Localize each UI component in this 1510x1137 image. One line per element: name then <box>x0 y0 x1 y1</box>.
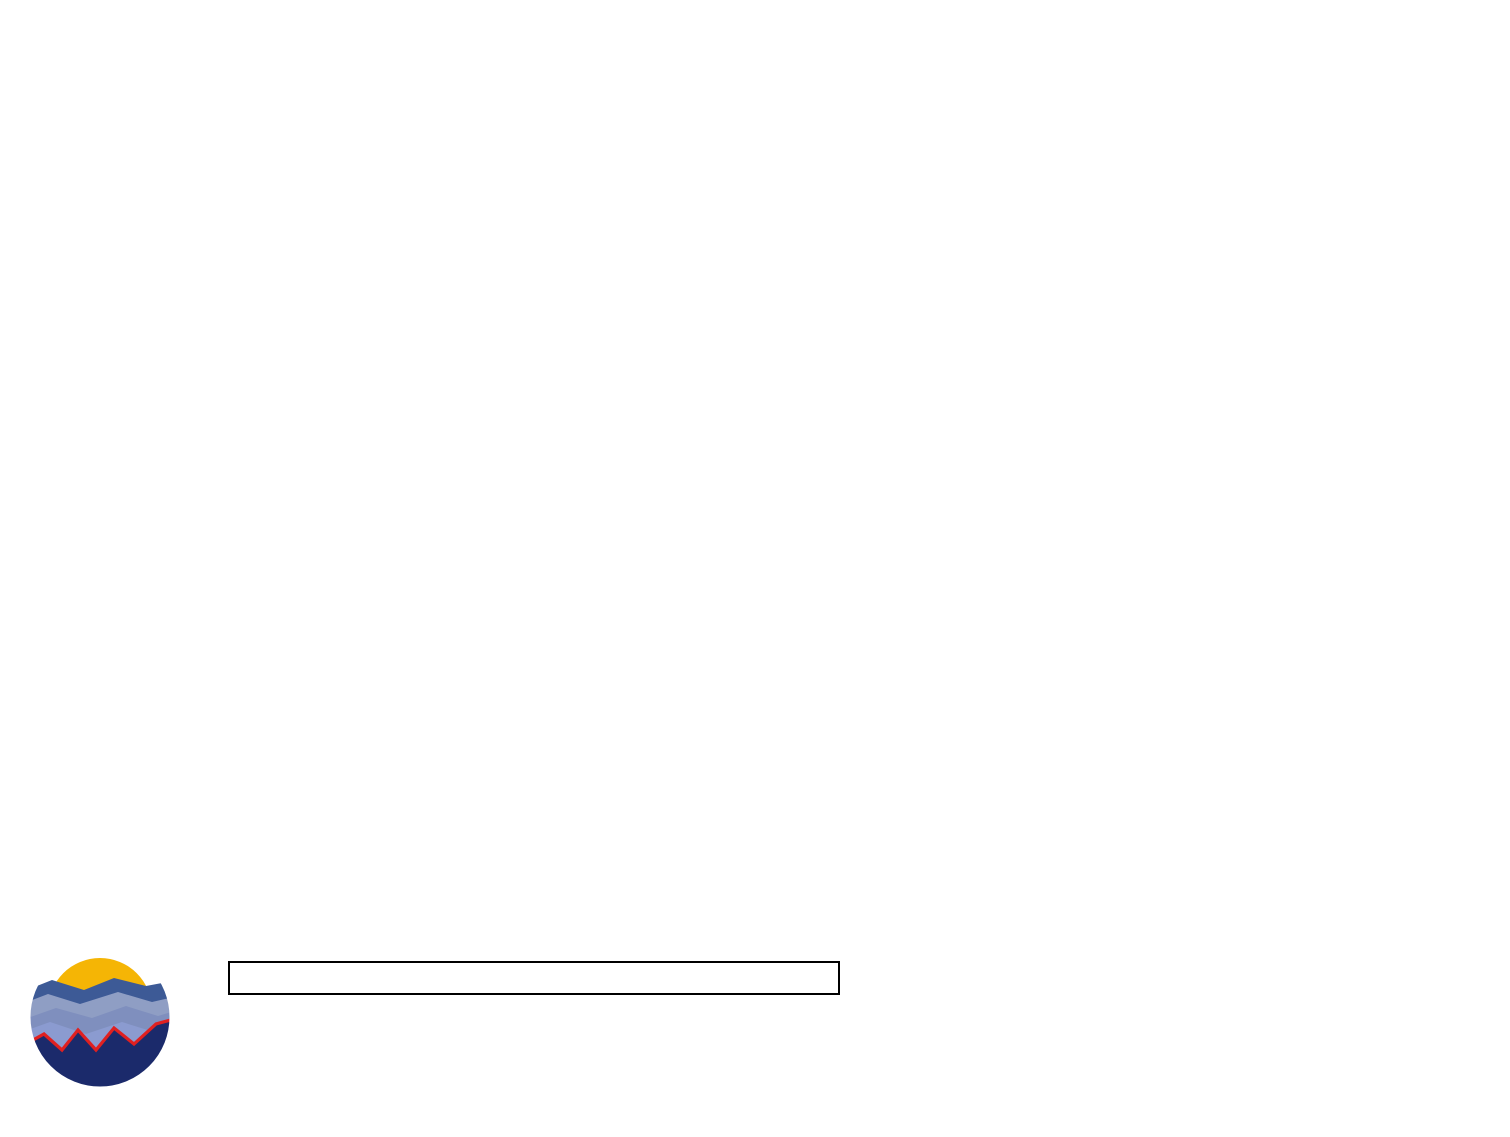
legend <box>1062 963 1492 971</box>
colorbar-tick-labels <box>228 995 840 1029</box>
ncics-logo-icon <box>29 946 171 1088</box>
colorbar-strip <box>228 961 840 995</box>
colorbar <box>228 961 840 1029</box>
ncics-logo <box>22 946 178 1088</box>
